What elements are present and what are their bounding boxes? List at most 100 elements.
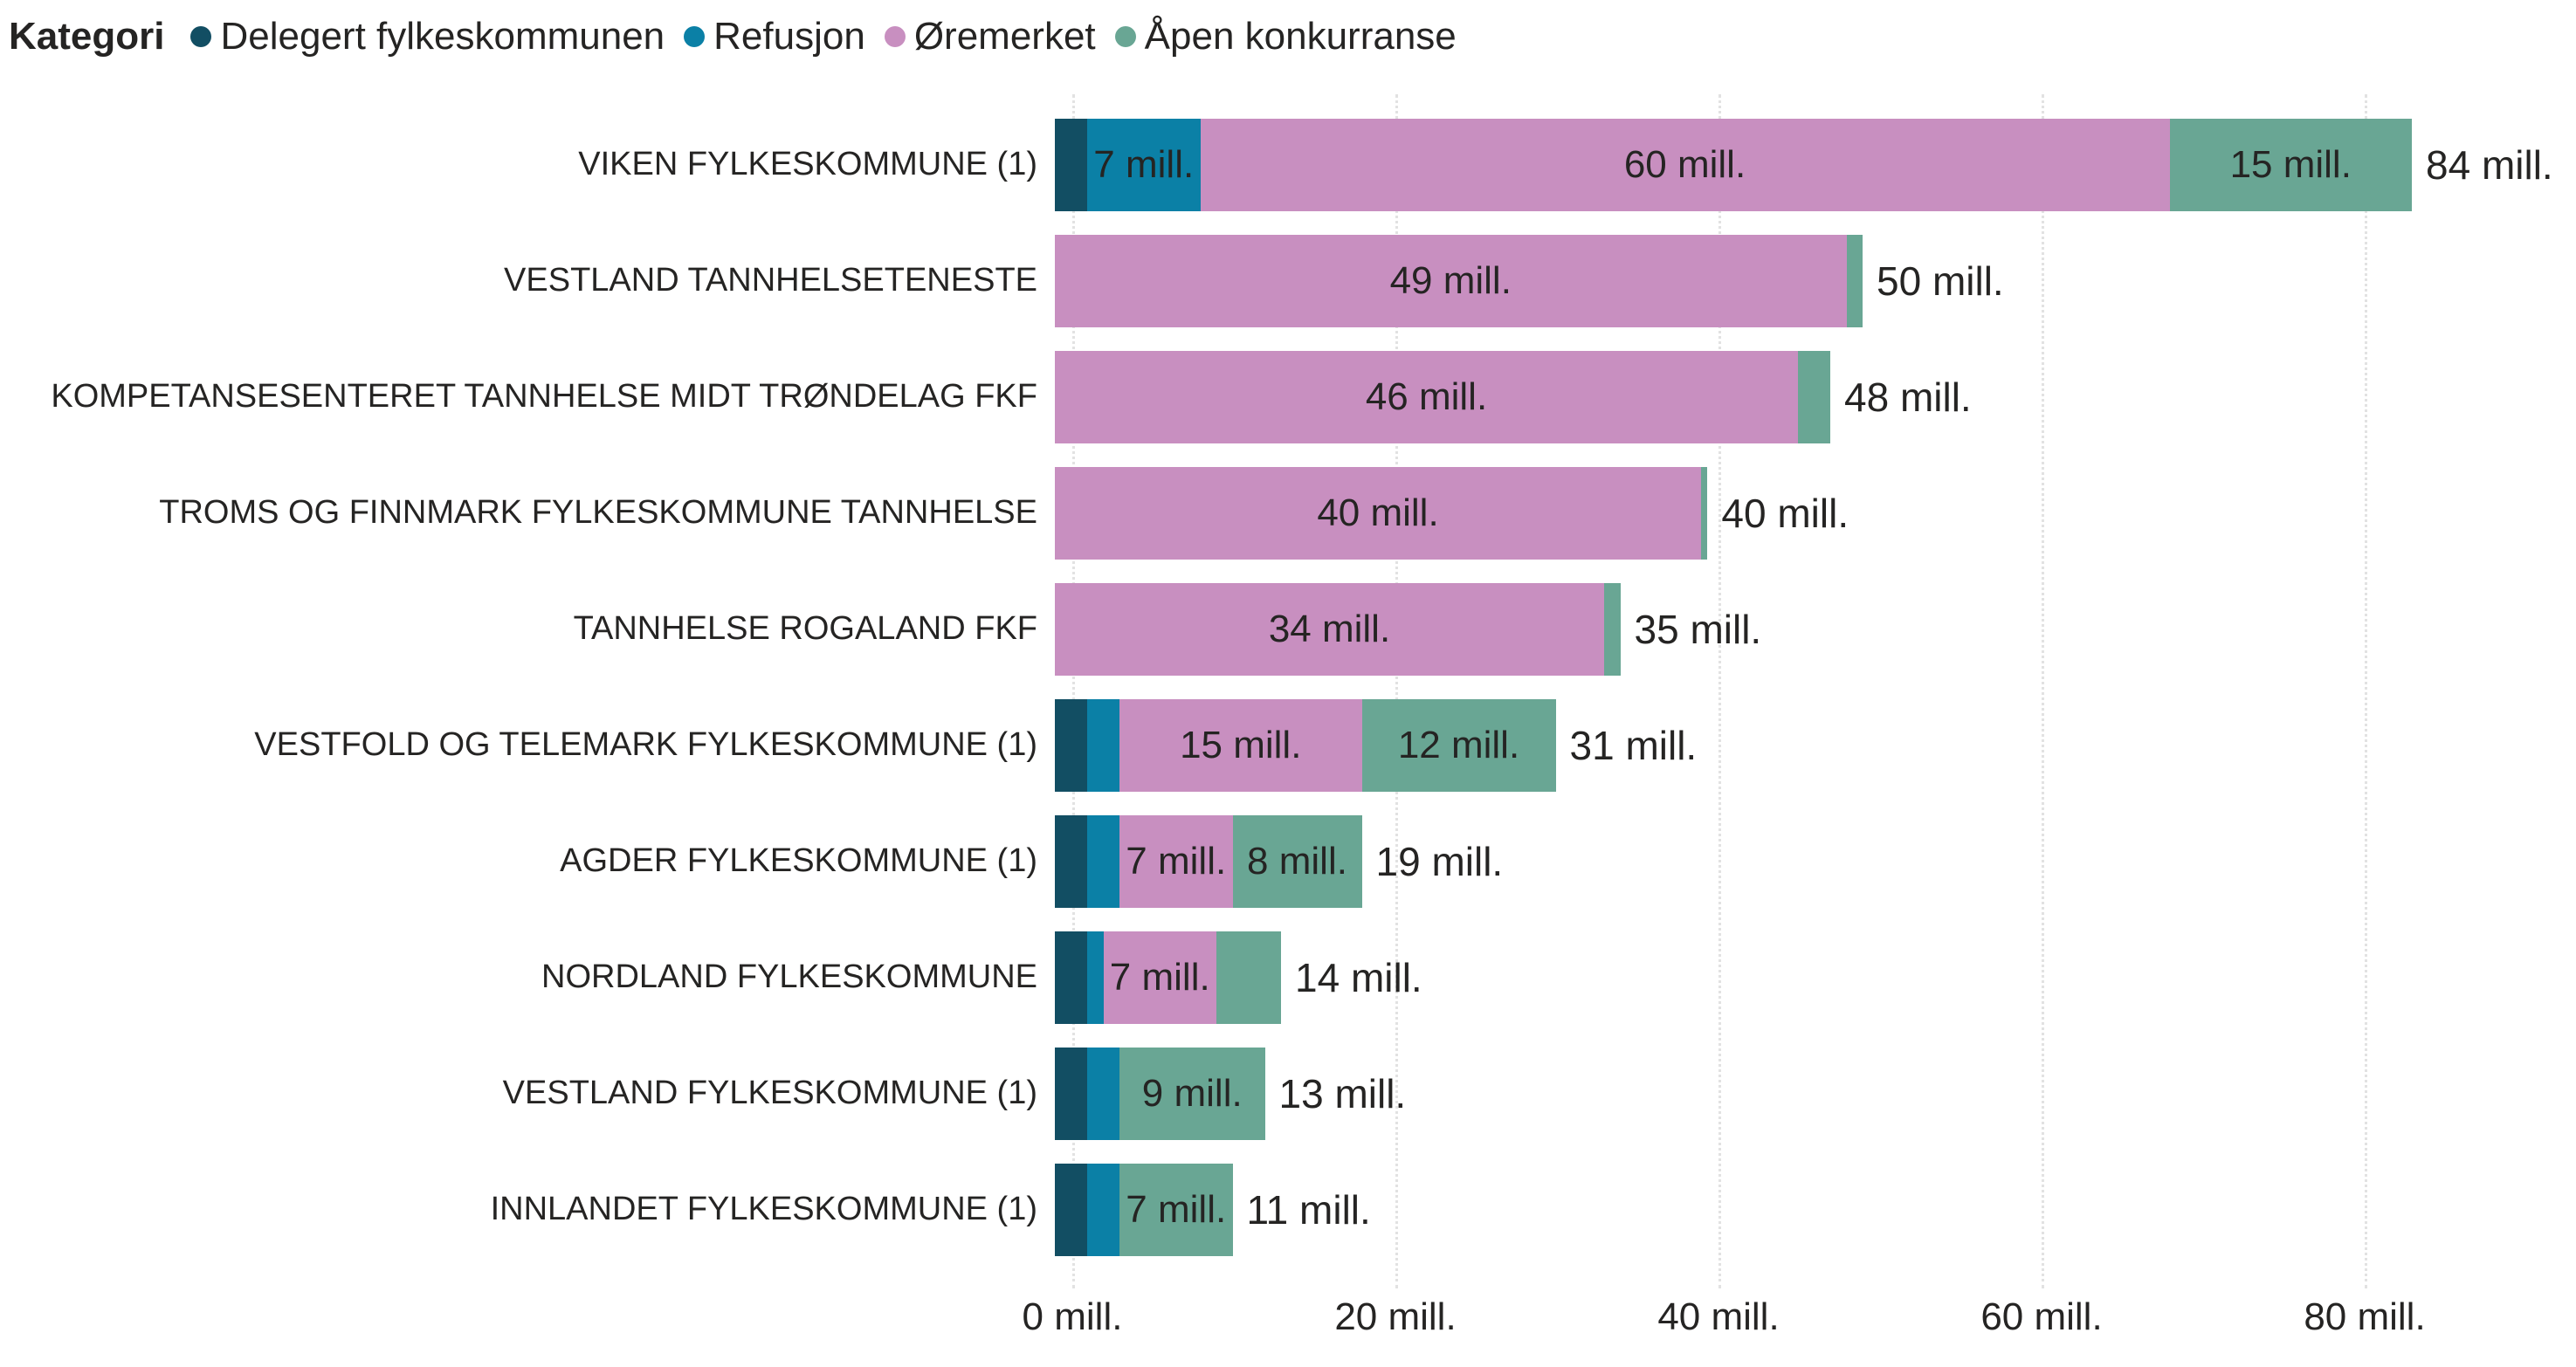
category-label: KOMPETANSESENTERET TANNHELSE MIDT TRØNDE…: [51, 378, 1037, 415]
segment-data-label: 12 mill.: [1397, 723, 1520, 766]
chart-row: TROMS OG FINNMARK FYLKESKOMMUNE TANNHELS…: [0, 455, 2576, 571]
x-axis-tick-label: 80 mill.: [2304, 1295, 2426, 1338]
bar-line: 7 mill. 11 mill.: [1055, 1163, 1371, 1256]
segment-data-label: 60 mill.: [1623, 142, 1746, 186]
stacked-bar[interactable]: 7 mill.: [1055, 931, 1281, 1024]
bar-line: 7 mill. 60 mill. 15 mill. 84 mill.: [1055, 118, 2553, 211]
total-data-label: 40 mill.: [1721, 490, 1849, 536]
legend-item-label: Åpen konkurranse: [1144, 15, 1457, 58]
bar-segment-delegert-fylkeskommunen[interactable]: [1055, 698, 1087, 792]
bar-segment-refusjon[interactable]: [1087, 698, 1119, 792]
bar-segment--pen-konkurranse[interactable]: [1846, 234, 1863, 327]
bar-segment--pen-konkurranse[interactable]: [1798, 350, 1830, 443]
legend-item-label: Øremerket: [913, 15, 1096, 58]
bar-segment--remerket[interactable]: 7 mill.: [1119, 814, 1233, 908]
segment-data-label: 9 mill.: [1141, 1071, 1243, 1115]
segment-data-label: 40 mill.: [1317, 491, 1439, 534]
category-label: VESTLAND FYLKESKOMMUNE (1): [502, 1075, 1037, 1111]
bar-segment-delegert-fylkeskommunen[interactable]: [1055, 814, 1087, 908]
bar-segment-delegert-fylkeskommunen[interactable]: [1055, 1163, 1087, 1256]
legend-dot: [190, 26, 212, 47]
chart-row: VESTFOLD OG TELEMARK FYLKESKOMMUNE (1) 15…: [0, 687, 2576, 803]
category-label: INNLANDET FYLKESKOMMUNE (1): [490, 1191, 1037, 1227]
bar-segment--pen-konkurranse[interactable]: [1604, 582, 1621, 676]
bar-segment-delegert-fylkeskommunen[interactable]: [1055, 1047, 1087, 1140]
bar-segment--pen-konkurranse[interactable]: 9 mill.: [1119, 1047, 1265, 1140]
legend-title: Kategori: [9, 15, 165, 58]
segment-data-label: 34 mill.: [1268, 607, 1391, 650]
bar-segment-refusjon[interactable]: 7 mill.: [1087, 118, 1201, 211]
chart-row: VIKEN FYLKESKOMMUNE (1) 7 mill. 60 mill. 15…: [0, 106, 2576, 223]
bar-segment-refusjon[interactable]: [1087, 1047, 1119, 1140]
segment-data-label: 8 mill.: [1247, 839, 1347, 883]
total-data-label: 31 mill.: [1569, 722, 1698, 768]
legend-item-label: Refusjon: [713, 15, 865, 58]
total-data-label: 13 mill.: [1278, 1070, 1407, 1116]
bar-segment--pen-konkurranse[interactable]: [1701, 466, 1708, 560]
total-data-label: 35 mill.: [1634, 606, 1762, 652]
legend-item-2[interactable]: Refusjon: [684, 15, 865, 58]
category-label: TANNHELSE ROGALAND FKF: [573, 610, 1037, 647]
bar-segment--pen-konkurranse[interactable]: 12 mill.: [1361, 698, 1556, 792]
legend-dot: [1114, 26, 1136, 47]
stacked-bar[interactable]: 49 mill.: [1055, 234, 1863, 327]
stacked-bar[interactable]: 46 mill.: [1055, 350, 1830, 443]
category-label: AGDER FYLKESKOMMUNE (1): [560, 842, 1037, 879]
stacked-bar[interactable]: 9 mill.: [1055, 1047, 1265, 1140]
chart-row: TANNHELSE ROGALAND FKF 34 mill. 35 mill.: [0, 571, 2576, 687]
legend-dot: [884, 26, 906, 47]
stacked-bar[interactable]: 40 mill.: [1055, 466, 1708, 560]
chart-row: INNLANDET FYLKESKOMMUNE (1) 7 mill. 11 mil…: [0, 1151, 2576, 1267]
category-label: VESTFOLD OG TELEMARK FYLKESKOMMUNE (1): [254, 726, 1037, 763]
bar-segment--remerket[interactable]: 60 mill.: [1200, 118, 2170, 211]
stacked-bar[interactable]: 7 mill. 8 mill.: [1055, 814, 1362, 908]
bar-segment--remerket[interactable]: 49 mill.: [1055, 234, 1847, 327]
bar-segment--pen-konkurranse[interactable]: [1216, 931, 1281, 1024]
chart-row: KOMPETANSESENTERET TANNHELSE MIDT TRØNDE…: [0, 339, 2576, 455]
bar-segment--pen-konkurranse[interactable]: 8 mill.: [1232, 814, 1362, 908]
stacked-bar[interactable]: 7 mill. 60 mill. 15 mill.: [1055, 118, 2412, 211]
bar-segment-refusjon[interactable]: [1087, 1163, 1119, 1256]
stacked-bar[interactable]: 7 mill.: [1055, 1163, 1233, 1256]
stacked-bar-chart: VIKEN FYLKESKOMMUNE (1) 7 mill. 60 mill. 15…: [0, 94, 2576, 1348]
bar-segment--pen-konkurranse[interactable]: 15 mill.: [2169, 118, 2412, 211]
bar-segment-refusjon[interactable]: [1087, 931, 1104, 1024]
category-label: TROMS OG FINNMARK FYLKESKOMMUNE TANNHELS…: [159, 494, 1037, 531]
segment-data-label: 7 mill.: [1109, 955, 1210, 999]
chart-row: VESTLAND FYLKESKOMMUNE (1) 9 mill. 13 mill…: [0, 1035, 2576, 1151]
legend: Kategori Delegert fylkeskommunen Refusjon…: [0, 0, 2576, 59]
bar-segment-refusjon[interactable]: [1087, 814, 1119, 908]
total-data-label: 14 mill.: [1295, 954, 1422, 1000]
bar-segment-delegert-fylkeskommunen[interactable]: [1055, 118, 1087, 211]
total-data-label: 11 mill.: [1246, 1186, 1371, 1233]
stacked-bar[interactable]: 15 mill. 12 mill.: [1055, 698, 1556, 792]
segment-data-label: 49 mill.: [1389, 258, 1512, 302]
bar-line: 15 mill. 12 mill. 31 mill.: [1055, 698, 1698, 792]
bar-segment-delegert-fylkeskommunen[interactable]: [1055, 931, 1087, 1024]
legend-item-4[interactable]: Åpen konkurranse: [1114, 15, 1457, 58]
bar-segment--remerket[interactable]: 34 mill.: [1055, 582, 1604, 676]
total-data-label: 84 mill.: [2426, 141, 2553, 188]
segment-data-label: 7 mill.: [1093, 142, 1195, 186]
bar-line: 7 mill. 14 mill.: [1055, 931, 1422, 1024]
legend-item-3[interactable]: Øremerket: [884, 15, 1096, 58]
bar-line: 9 mill. 13 mill.: [1055, 1047, 1407, 1140]
segment-data-label: 15 mill.: [2229, 142, 2352, 186]
bar-segment--remerket[interactable]: 7 mill.: [1103, 931, 1216, 1024]
stacked-bar[interactable]: 34 mill.: [1055, 582, 1621, 676]
x-axis: 0 mill. 20 mill. 40 mill. 60 mill. 80 mill.: [1023, 1287, 2576, 1348]
category-label: VESTLAND TANNHELSETENESTE: [504, 262, 1037, 299]
segment-data-label: 7 mill.: [1126, 839, 1227, 883]
bar-segment--remerket[interactable]: 40 mill.: [1055, 466, 1701, 560]
chart-rows: VIKEN FYLKESKOMMUNE (1) 7 mill. 60 mill. 15…: [0, 106, 2576, 1267]
legend-item-label: Delegert fylkeskommunen: [220, 15, 665, 58]
segment-data-label: 7 mill.: [1126, 1187, 1227, 1231]
bar-line: 49 mill. 50 mill.: [1055, 234, 2004, 327]
legend-item-1[interactable]: Delegert fylkeskommunen: [190, 15, 665, 58]
bar-segment--pen-konkurranse[interactable]: 7 mill.: [1119, 1163, 1233, 1256]
segment-data-label: 46 mill.: [1365, 374, 1488, 418]
segment-data-label: 15 mill.: [1180, 723, 1302, 766]
category-label: NORDLAND FYLKESKOMMUNE: [541, 958, 1037, 995]
bar-segment--remerket[interactable]: 46 mill.: [1055, 350, 1798, 443]
bar-segment--remerket[interactable]: 15 mill.: [1119, 698, 1362, 792]
